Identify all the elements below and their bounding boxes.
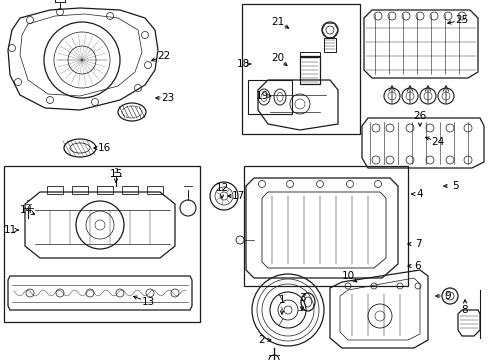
- Text: 20: 20: [271, 53, 285, 63]
- Text: 24: 24: [431, 137, 444, 147]
- Bar: [47, 186, 63, 194]
- Text: 21: 21: [271, 17, 285, 27]
- Text: 22: 22: [157, 51, 171, 61]
- Text: 7: 7: [415, 239, 421, 249]
- Text: 12: 12: [216, 183, 229, 193]
- Bar: [122, 186, 138, 194]
- Text: 16: 16: [98, 143, 111, 153]
- Bar: [147, 186, 163, 194]
- Text: 9: 9: [445, 291, 451, 301]
- Bar: [300, 52, 320, 57]
- Bar: [72, 186, 88, 194]
- Bar: [4, 166, 200, 322]
- Text: 10: 10: [342, 271, 355, 281]
- Text: 15: 15: [109, 169, 122, 179]
- Text: 8: 8: [462, 305, 468, 315]
- Text: 14: 14: [20, 205, 33, 215]
- Text: 18: 18: [236, 59, 249, 69]
- Text: 6: 6: [415, 261, 421, 271]
- Text: 2: 2: [259, 335, 265, 345]
- Text: 1: 1: [279, 295, 285, 305]
- Text: 3: 3: [299, 293, 305, 303]
- Text: 19: 19: [255, 91, 269, 101]
- Text: 4: 4: [416, 189, 423, 199]
- Bar: [324, 38, 336, 52]
- Text: 11: 11: [3, 225, 17, 235]
- Text: 26: 26: [414, 111, 427, 121]
- Bar: [97, 186, 113, 194]
- Text: 13: 13: [142, 297, 155, 307]
- Bar: [300, 56, 320, 84]
- Text: 25: 25: [455, 15, 468, 25]
- Text: 23: 23: [161, 93, 174, 103]
- Text: 17: 17: [231, 191, 245, 201]
- Text: 5: 5: [452, 181, 458, 191]
- Bar: [244, 166, 408, 286]
- Bar: [248, 80, 292, 114]
- Bar: [242, 4, 360, 134]
